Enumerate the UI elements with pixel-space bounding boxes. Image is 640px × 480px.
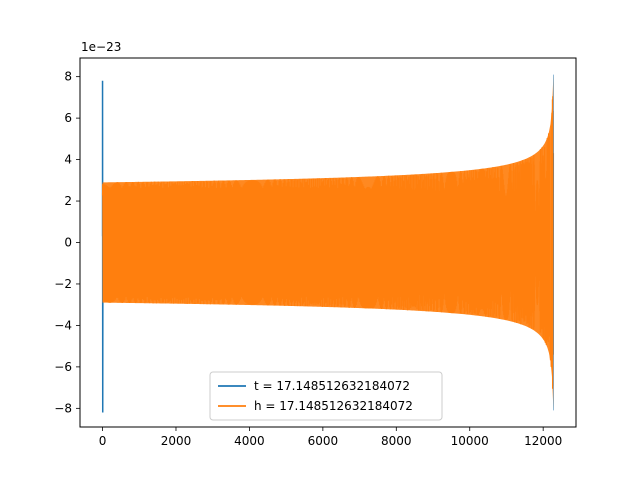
y-axis: −8 −6 −4 −2 0 2 4 6 8 [54, 70, 80, 415]
y-tick-label: 0 [64, 236, 72, 250]
y-tick-label: −2 [54, 277, 72, 291]
x-tick-label: 12000 [524, 434, 562, 448]
x-axis: 0 2000 4000 6000 8000 10000 12000 [99, 427, 562, 448]
x-tick-label: 2000 [161, 434, 192, 448]
legend-label: h = 17.148512632184072 [254, 399, 413, 413]
y-tick-label: 4 [64, 153, 72, 167]
legend-label: t = 17.148512632184072 [254, 379, 410, 393]
y-tick-label: −4 [54, 318, 72, 332]
legend: t = 17.148512632184072 h = 17.14851263218… [209, 371, 443, 421]
x-tick-label: 8000 [381, 434, 412, 448]
y-tick-label: −8 [54, 401, 72, 415]
y-tick-label: 6 [64, 111, 72, 125]
plot-area [79, 57, 577, 428]
y-tick-label: 2 [64, 194, 72, 208]
legend-box [209, 371, 443, 421]
series-layer [101, 74, 555, 413]
x-tick-label: 4000 [234, 434, 265, 448]
x-tick-label: 10000 [451, 434, 489, 448]
y-tick-label: 8 [64, 70, 72, 84]
x-tick-label: 6000 [308, 434, 339, 448]
y-tick-label: −6 [54, 360, 72, 374]
y-scale-offset-label: 1e−23 [81, 40, 121, 54]
series-envelope-h [102, 74, 554, 411]
x-tick-label: 0 [99, 434, 107, 448]
